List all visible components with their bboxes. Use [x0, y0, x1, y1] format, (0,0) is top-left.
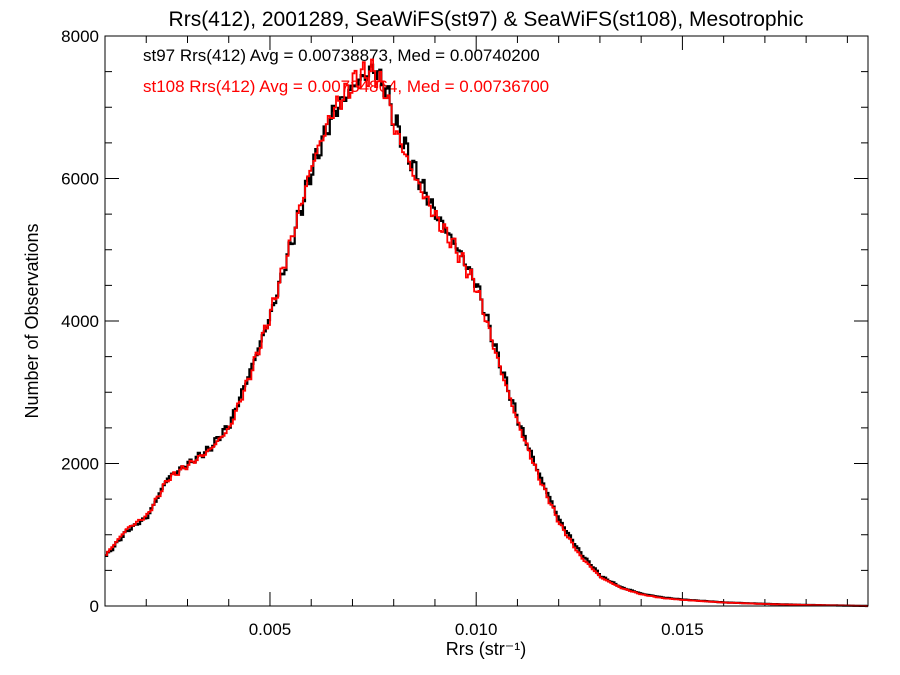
y-axis-label: Number of Observations: [22, 223, 42, 418]
st97-stats-annotation: st97 Rrs(412) Avg = 0.00738873, Med = 0.…: [143, 46, 540, 65]
series-st108-line: [105, 58, 868, 607]
x-axis-label: Rrs (str⁻¹): [446, 639, 526, 659]
chart-title: Rrs(412), 2001289, SeaWiFS(st97) & SeaWi…: [169, 8, 804, 31]
plot-frame: [104, 35, 869, 607]
series-layer: [105, 58, 868, 608]
x-tick-label: 0.015: [661, 620, 704, 639]
st108-stats-annotation: st108 Rrs(412) Avg = 0.00734864, Med = 0…: [143, 77, 549, 96]
axes-layer: 0 2000 4000 6000 8000 0.005 0.010 0.015: [61, 27, 868, 639]
y-tick-label: 2000: [61, 455, 99, 474]
y-tick-label: 4000: [61, 312, 99, 331]
y-tick-label: 8000: [61, 27, 99, 46]
y-tick-label: 6000: [61, 170, 99, 189]
x-tick-label: 0.005: [249, 620, 292, 639]
y-tick-label: 0: [90, 597, 99, 616]
x-tick-label: 0.010: [455, 620, 498, 639]
series-st97-line: [105, 63, 868, 608]
